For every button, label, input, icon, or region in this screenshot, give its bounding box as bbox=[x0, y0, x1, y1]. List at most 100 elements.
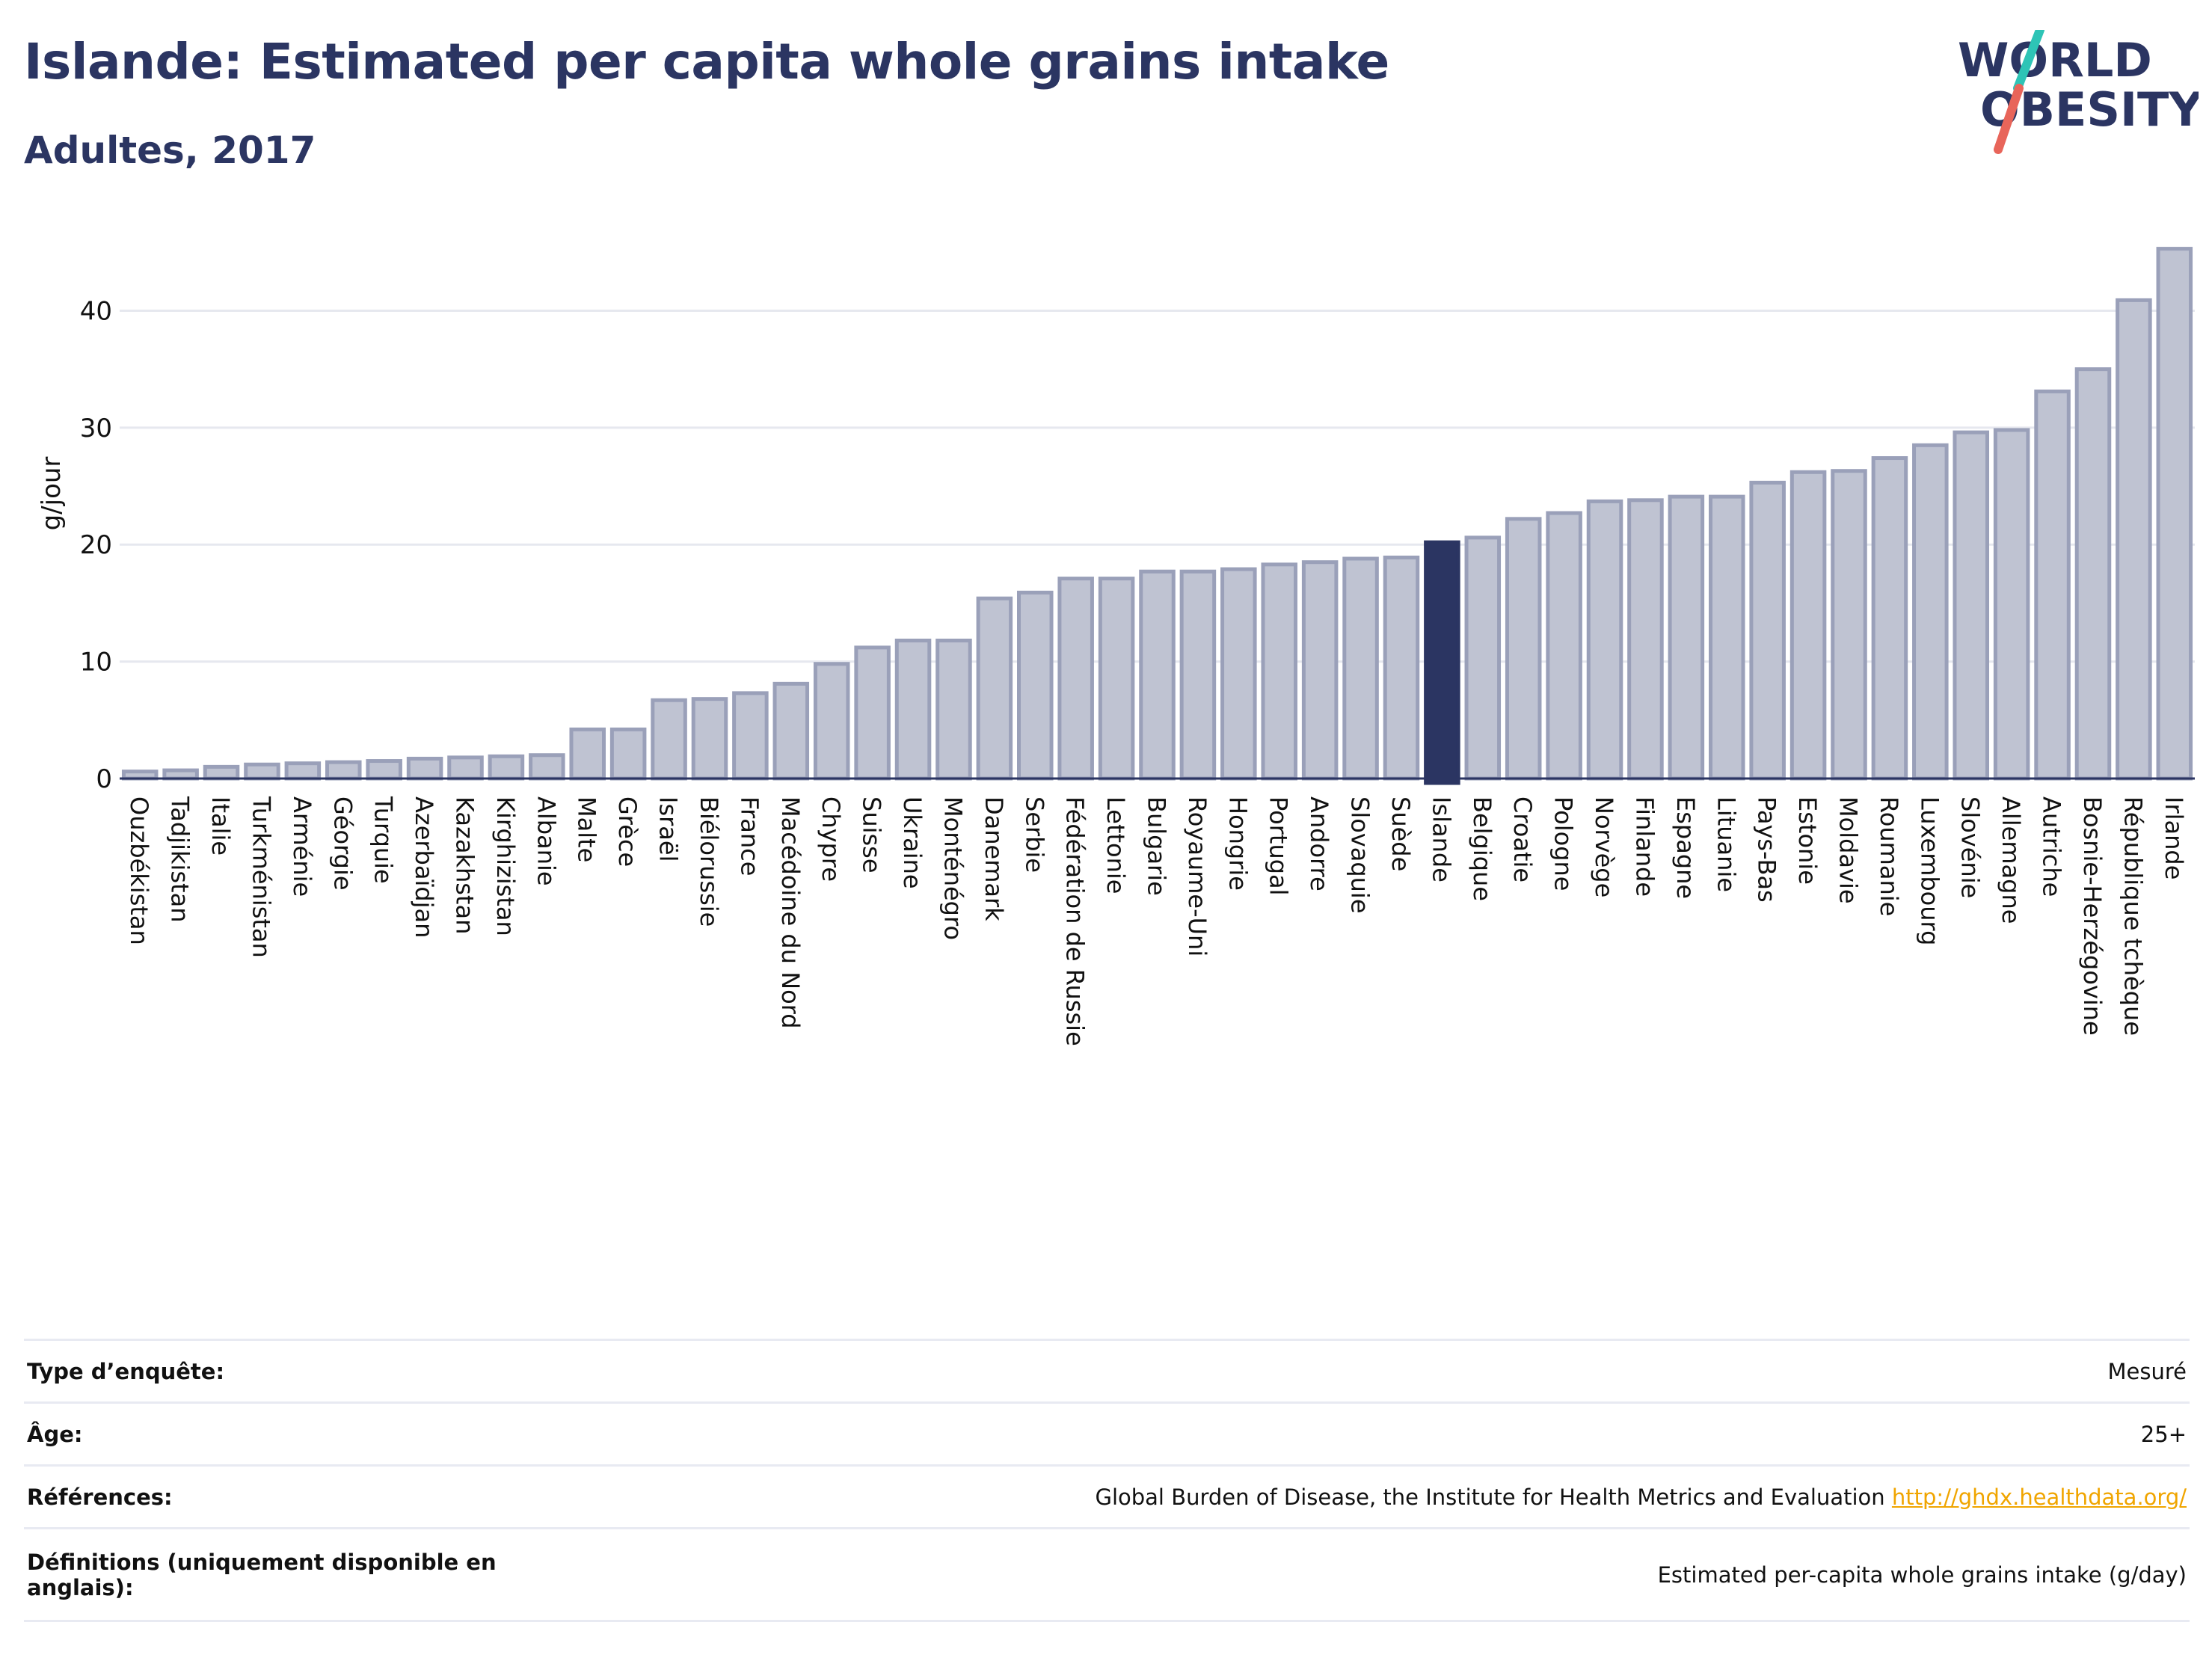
x-tick-labels: Ouzbékistan Tadjikistan Italie Turkménistan… bbox=[125, 796, 2188, 1046]
reference-link[interactable]: http://ghdx.healthdata.org/ bbox=[1891, 1484, 2187, 1510]
x-tick-label: Israël bbox=[654, 796, 683, 862]
bar[interactable] bbox=[244, 762, 280, 781]
x-tick-label: Irlande bbox=[2160, 796, 2188, 879]
bar[interactable] bbox=[529, 753, 565, 781]
x-tick-label: Bulgarie bbox=[1143, 796, 1171, 896]
x-tick-label: Kirghizistan bbox=[491, 796, 520, 936]
info-row: Type d’enquête: Mesuré bbox=[24, 1339, 2190, 1403]
bar[interactable] bbox=[2156, 247, 2193, 781]
bar[interactable] bbox=[1953, 430, 1990, 781]
bar[interactable] bbox=[732, 691, 769, 781]
bar[interactable] bbox=[976, 596, 1013, 781]
bar[interactable] bbox=[854, 645, 891, 781]
bar[interactable] bbox=[2074, 367, 2112, 781]
bar[interactable] bbox=[447, 755, 484, 781]
x-tick-label: Estonie bbox=[1793, 796, 1822, 885]
bar[interactable] bbox=[2116, 298, 2152, 781]
bar[interactable] bbox=[1261, 562, 1297, 781]
bar[interactable] bbox=[1749, 480, 1786, 781]
bar[interactable] bbox=[772, 681, 810, 781]
y-tick-labels: 0 10 20 30 40 bbox=[80, 296, 112, 794]
y-tick-label: 40 bbox=[80, 296, 112, 326]
x-tick-label: Bosnie-Herzégovine bbox=[2078, 796, 2107, 1036]
bar[interactable] bbox=[1831, 469, 1867, 781]
info-value: Estimated per-capita whole grains intake… bbox=[538, 1529, 2190, 1621]
x-tick-label: Italie bbox=[206, 796, 235, 856]
info-row: Âge: 25+ bbox=[24, 1402, 2190, 1466]
bar[interactable] bbox=[1342, 556, 1379, 781]
bar[interactable] bbox=[1220, 567, 1257, 781]
bar[interactable] bbox=[1709, 494, 1745, 781]
x-tick-label: Turkménistan bbox=[247, 796, 275, 958]
bar[interactable] bbox=[569, 727, 606, 781]
bar[interactable] bbox=[1586, 499, 1623, 781]
x-tick-label: Albanie bbox=[532, 796, 560, 886]
x-tick-label: Malte bbox=[573, 796, 601, 862]
bars-layer bbox=[120, 247, 2195, 785]
page-subtitle: Adultes, 2017 bbox=[24, 129, 316, 172]
bar[interactable] bbox=[936, 638, 972, 781]
x-tick-label: Macédoine du Nord bbox=[776, 796, 805, 1029]
bar[interactable] bbox=[488, 754, 525, 781]
x-tick-label: Tadjikistan bbox=[166, 796, 194, 922]
info-value-text: 25+ bbox=[2140, 1421, 2187, 1447]
x-tick-label: Chypre bbox=[817, 796, 845, 882]
x-tick-label: Croatie bbox=[1508, 796, 1537, 882]
bar[interactable] bbox=[1912, 443, 1949, 781]
info-label: Type d’enquête: bbox=[27, 1358, 225, 1384]
x-tick-label: Suisse bbox=[858, 796, 886, 873]
x-tick-label: Géorgie bbox=[328, 796, 357, 891]
bar[interactable] bbox=[1546, 511, 1582, 781]
x-tick-label: Monténégro bbox=[938, 796, 967, 940]
info-value: 25+ bbox=[538, 1403, 2190, 1466]
x-tick-label: Azerbaïdjan bbox=[410, 796, 438, 938]
bar[interactable] bbox=[1627, 498, 1664, 781]
bar[interactable] bbox=[1139, 569, 1176, 781]
logo-slash-red bbox=[1994, 84, 2024, 154]
bar[interactable] bbox=[1993, 428, 2030, 781]
bar-highlight[interactable] bbox=[1424, 540, 1460, 785]
info-value: Global Burden of Disease, the Institute … bbox=[538, 1466, 2190, 1529]
y-axis-label: g/jour bbox=[37, 457, 67, 531]
x-tick-label: Pays-Bas bbox=[1753, 796, 1781, 903]
x-tick-label: Royaume-Uni bbox=[1183, 796, 1211, 957]
bar[interactable] bbox=[1301, 560, 1339, 781]
bar[interactable] bbox=[1017, 590, 1054, 781]
bar[interactable] bbox=[1179, 569, 1217, 781]
bar[interactable] bbox=[366, 759, 402, 781]
y-tick-label: 0 bbox=[96, 764, 112, 794]
logo-slash-teal bbox=[2013, 30, 2044, 93]
x-tick-label: France bbox=[735, 796, 764, 876]
bar[interactable] bbox=[1871, 456, 1908, 781]
bar[interactable] bbox=[894, 638, 932, 781]
bar[interactable] bbox=[1505, 517, 1542, 781]
bar[interactable] bbox=[1098, 577, 1135, 781]
bar[interactable] bbox=[1668, 494, 1705, 781]
info-value-text: Mesuré bbox=[2107, 1358, 2187, 1384]
bar[interactable] bbox=[1057, 577, 1094, 781]
bar[interactable] bbox=[813, 662, 850, 781]
bar[interactable] bbox=[284, 761, 322, 781]
y-tick-label: 10 bbox=[80, 648, 112, 678]
info-value-text: Global Burden of Disease, the Institute … bbox=[1095, 1484, 1885, 1510]
x-tick-label: Roumanie bbox=[1875, 796, 1903, 916]
bar[interactable] bbox=[651, 698, 687, 781]
bar[interactable] bbox=[1464, 535, 1502, 781]
bar[interactable] bbox=[162, 768, 199, 781]
bar[interactable] bbox=[1383, 555, 1420, 781]
x-tick-label: Danemark bbox=[980, 796, 1008, 921]
bar[interactable] bbox=[325, 760, 362, 781]
x-tick-label: Slovaquie bbox=[1346, 796, 1374, 914]
bar[interactable] bbox=[406, 756, 443, 781]
bar[interactable] bbox=[691, 697, 728, 781]
bar[interactable] bbox=[203, 764, 240, 781]
x-tick-label: Ukraine bbox=[898, 796, 927, 889]
x-tick-label: Allemagne bbox=[1997, 796, 2025, 924]
bar[interactable] bbox=[609, 727, 647, 781]
x-tick-label: Suède bbox=[1386, 796, 1415, 871]
x-tick-label: Hongrie bbox=[1223, 796, 1252, 891]
bar[interactable] bbox=[1789, 470, 1827, 781]
x-tick-label: Arménie bbox=[288, 796, 316, 897]
bar[interactable] bbox=[2034, 389, 2071, 781]
x-tick-label: Slovénie bbox=[1956, 796, 1985, 898]
